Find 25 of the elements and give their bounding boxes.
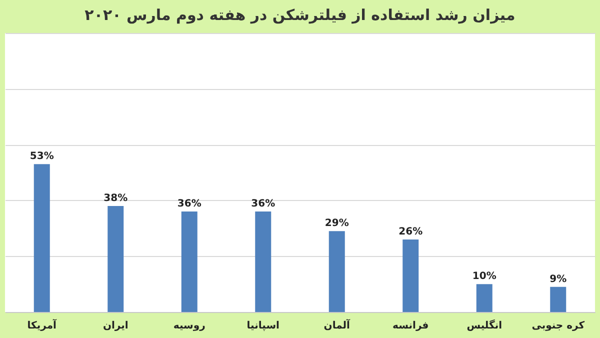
data-label: 10%: [472, 271, 496, 282]
bar: [34, 164, 50, 312]
bar: [328, 231, 345, 312]
chart-title: میزان رشد استفاده از فیلترشکن در هفته دوم مارس ۲۰۲۰: [84, 6, 516, 24]
bar: [550, 286, 566, 312]
data-label: 36%: [251, 198, 276, 210]
data-label: 36%: [177, 198, 202, 210]
data-label: 29%: [324, 218, 349, 230]
x-tick-label: ایران: [102, 320, 128, 332]
x-tick-label: آمریکا: [27, 318, 58, 332]
bar: [255, 212, 272, 312]
x-tick-label: کره جنوبی: [532, 320, 585, 332]
data-label: 9%: [550, 274, 567, 285]
bar: [402, 239, 419, 312]
x-tick-label: روسیه: [173, 320, 206, 332]
data-label: 53%: [30, 151, 54, 162]
x-tick-label: اسپانیا: [246, 320, 280, 332]
bar: [476, 284, 492, 312]
x-tick-label: انگلیس: [466, 318, 502, 332]
x-tick-label: آلمان: [324, 318, 351, 332]
data-label: 26%: [398, 226, 423, 238]
bar: [108, 206, 124, 312]
x-tick-label: فرانسه: [392, 320, 429, 332]
bar: [181, 212, 198, 312]
data-label: 38%: [104, 192, 128, 204]
